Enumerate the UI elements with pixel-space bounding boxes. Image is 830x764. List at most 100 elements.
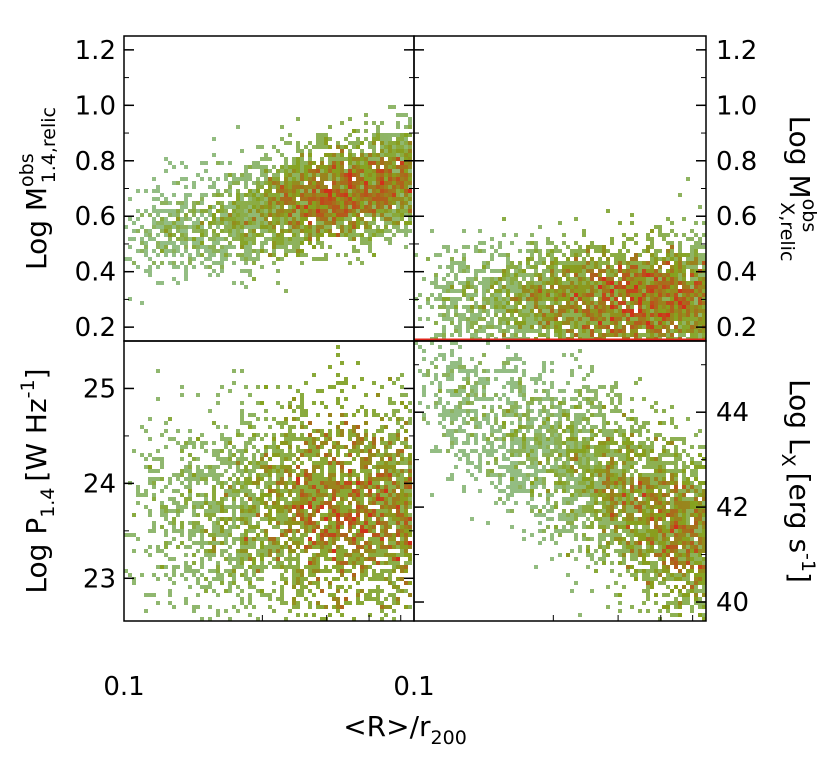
bottom-right-cell: [634, 525, 638, 529]
bottom-right-cell: [694, 585, 698, 589]
top-right-cell: [630, 273, 634, 277]
top-right-cell: [594, 317, 598, 321]
top-left-cell: [352, 213, 356, 217]
top-left-cell: [276, 281, 280, 285]
bottom-left-cell: [360, 509, 364, 513]
top-left-cell: [168, 261, 172, 265]
top-left-cell: [284, 157, 288, 161]
top-right-cell: [486, 285, 490, 289]
top-left-cell: [292, 237, 296, 241]
bottom-left-cell: [404, 541, 408, 545]
top-right-cell: [642, 309, 646, 313]
top-right-cell: [586, 301, 590, 305]
bottom-left-cell: [328, 529, 332, 533]
top-left-cell: [320, 169, 324, 173]
bottom-left-cell: [328, 521, 332, 525]
top-right-cell: [570, 305, 574, 309]
bottom-left-cell: [308, 497, 312, 501]
bottom-right-cell: [686, 593, 690, 597]
top-right-cell: [530, 253, 534, 257]
top-left-cell: [264, 205, 268, 209]
bottom-left-cell: [204, 553, 208, 557]
bottom-left-cell: [244, 537, 248, 541]
bottom-left-cell: [408, 605, 412, 609]
bottom-left-cell: [208, 505, 212, 509]
bottom-left-cell: [348, 453, 352, 457]
top-right-cell: [474, 269, 478, 273]
bottom-left-cell: [360, 537, 364, 541]
bottom-left-cell: [180, 521, 184, 525]
bottom-right-cell: [630, 565, 634, 569]
bottom-left-cell: [204, 589, 208, 593]
top-right-cell: [690, 257, 694, 261]
top-left-cell: [384, 165, 388, 169]
top-right-cell: [486, 261, 490, 265]
top-left-cell: [364, 153, 368, 157]
top-right-cell: [554, 265, 558, 269]
bottom-right-cell: [558, 553, 562, 557]
top-left-cell: [284, 197, 288, 201]
top-right-cell: [638, 309, 642, 313]
top-left-cell: [284, 217, 288, 221]
top-left-cell: [192, 209, 196, 213]
top-left-cell: [180, 237, 184, 241]
bottom-left-cell: [252, 461, 256, 465]
top-right-cell: [654, 301, 658, 305]
top-right-cell: [622, 253, 626, 257]
bottom-left-cell: [400, 549, 404, 553]
bottom-right-cell: [622, 561, 626, 565]
bottom-left-cell: [324, 525, 328, 529]
bottom-left-cell: [372, 481, 376, 485]
top-left-cell: [380, 169, 384, 173]
bottom-left-cell: [324, 433, 328, 437]
top-right-cell: [618, 289, 622, 293]
bottom-left-cell: [352, 541, 356, 545]
top-left-cell: [176, 221, 180, 225]
top-right-cell: [570, 301, 574, 305]
bottom-left-cell: [200, 537, 204, 541]
top-left-cell: [396, 213, 400, 217]
bottom-left-cell: [228, 441, 232, 445]
top-right-cell: [514, 269, 518, 273]
top-right-cell: [658, 329, 662, 333]
bottom-right-cell: [642, 553, 646, 557]
bottom-left-cell: [240, 433, 244, 437]
top-right-cell: [654, 333, 658, 337]
top-right-cell: [530, 277, 534, 281]
bottom-right-cell: [562, 529, 566, 533]
top-right-cell: [538, 289, 542, 293]
bottom-left-cell: [184, 553, 188, 557]
top-left-cell: [348, 221, 352, 225]
bottom-left-cell: [392, 413, 396, 417]
bottom-left-cell: [288, 557, 292, 561]
bottom-left-cell: [172, 501, 176, 505]
bottom-right-cell: [670, 577, 674, 581]
top-left-cell: [300, 189, 304, 193]
top-right-cell: [698, 237, 702, 241]
top-left-cell: [164, 229, 168, 233]
bottom-left-cell: [292, 417, 296, 421]
bottom-left-cell: [264, 593, 268, 597]
top-left-cell: [304, 253, 308, 257]
bottom-left-cell: [232, 605, 236, 609]
bottom-left-cell: [188, 585, 192, 589]
bottom-left-cell: [204, 441, 208, 445]
bottom-left-cell: [400, 481, 404, 485]
bottom-left-cell: [280, 577, 284, 581]
bottom-left-cell: [252, 557, 256, 561]
top-right-cell: [558, 293, 562, 297]
top-right-cell: [470, 285, 474, 289]
bottom-left-cell: [328, 513, 332, 517]
top-right-cell: [546, 317, 550, 321]
bottom-left-cell: [352, 481, 356, 485]
top-left-cell: [388, 237, 392, 241]
bottom-left-cell: [200, 529, 204, 533]
bottom-left-cell: [148, 513, 152, 517]
bottom-left-cell: [360, 489, 364, 493]
bottom-right-cell: [694, 561, 698, 565]
bottom-left-cell: [340, 469, 344, 473]
bottom-left-cell: [200, 557, 204, 561]
bottom-left-cell: [144, 505, 148, 509]
top-right-cell: [618, 305, 622, 309]
bottom-right-cell: [586, 537, 590, 541]
